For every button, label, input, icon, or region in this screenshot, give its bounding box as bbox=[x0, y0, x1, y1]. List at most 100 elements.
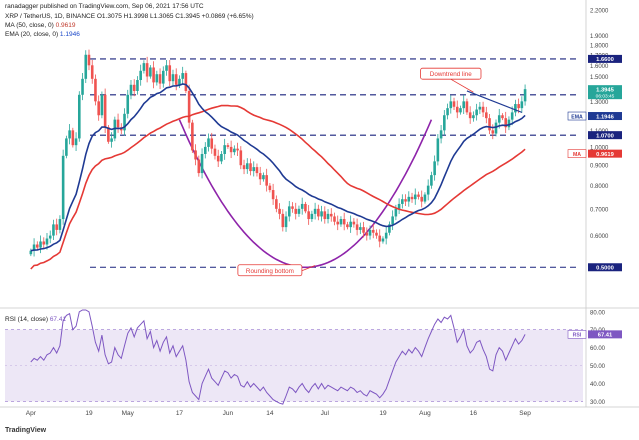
candle-body[interactable] bbox=[504, 118, 508, 128]
candle-body[interactable] bbox=[194, 150, 197, 160]
ema20-line[interactable] bbox=[30, 83, 526, 252]
candle-body[interactable] bbox=[294, 208, 298, 214]
candle-body[interactable] bbox=[420, 196, 424, 202]
candle-body[interactable] bbox=[368, 229, 372, 236]
downtrend-line[interactable] bbox=[466, 90, 523, 113]
candle-body[interactable] bbox=[184, 73, 188, 91]
candle-body[interactable] bbox=[514, 104, 517, 113]
candle-body[interactable] bbox=[116, 119, 120, 128]
candle-body[interactable] bbox=[242, 165, 246, 170]
candle-body[interactable] bbox=[297, 208, 301, 214]
candle-body[interactable] bbox=[220, 153, 223, 162]
candle-body[interactable] bbox=[439, 130, 443, 139]
candle-body[interactable] bbox=[275, 199, 278, 209]
candle-body[interactable] bbox=[407, 196, 411, 202]
candle-body[interactable] bbox=[245, 163, 249, 170]
candle-body[interactable] bbox=[423, 194, 427, 202]
candle-body[interactable] bbox=[443, 115, 446, 131]
candle-body[interactable] bbox=[158, 74, 162, 84]
candle-body[interactable] bbox=[410, 196, 414, 200]
candle-body[interactable] bbox=[404, 199, 407, 202]
candle-body[interactable] bbox=[87, 54, 91, 66]
candle-body[interactable] bbox=[359, 227, 362, 230]
candle-body[interactable] bbox=[136, 80, 139, 91]
candle-body[interactable] bbox=[223, 145, 226, 154]
candle-body[interactable] bbox=[284, 216, 288, 228]
candle-body[interactable] bbox=[123, 113, 126, 131]
candle-body[interactable] bbox=[145, 63, 149, 77]
candle-body[interactable] bbox=[378, 235, 382, 242]
candle-body[interactable] bbox=[391, 216, 394, 225]
candle-body[interactable] bbox=[352, 221, 356, 225]
candle-body[interactable] bbox=[191, 122, 194, 151]
candle-body[interactable] bbox=[55, 224, 58, 230]
candle-body[interactable] bbox=[452, 101, 456, 107]
candle-body[interactable] bbox=[265, 175, 268, 186]
candle-body[interactable] bbox=[523, 89, 527, 102]
candle-body[interactable] bbox=[58, 219, 62, 230]
candle-body[interactable] bbox=[255, 167, 259, 174]
candle-body[interactable] bbox=[213, 148, 217, 156]
candle-body[interactable] bbox=[152, 67, 155, 83]
candle-body[interactable] bbox=[310, 213, 314, 220]
candle-body[interactable] bbox=[90, 65, 94, 79]
candle-body[interactable] bbox=[181, 73, 184, 79]
candle-body[interactable] bbox=[300, 203, 304, 209]
candle-body[interactable] bbox=[326, 213, 330, 220]
candle-body[interactable] bbox=[317, 208, 320, 217]
rsi-legend[interactable]: RSI (14, close) 67.41 bbox=[5, 316, 66, 323]
rounding-bottom-curve[interactable] bbox=[178, 119, 433, 269]
candle-body[interactable] bbox=[229, 146, 233, 153]
candle-body[interactable] bbox=[174, 74, 178, 85]
candle-body[interactable] bbox=[36, 244, 39, 248]
candle-body[interactable] bbox=[210, 138, 214, 149]
candle-body[interactable] bbox=[426, 185, 430, 195]
candle-body[interactable] bbox=[381, 238, 385, 242]
candle-body[interactable] bbox=[45, 238, 49, 245]
candle-body[interactable] bbox=[349, 221, 352, 228]
candle-body[interactable] bbox=[475, 109, 478, 116]
candle-body[interactable] bbox=[520, 101, 524, 109]
candle-body[interactable] bbox=[155, 74, 159, 83]
candle-body[interactable] bbox=[472, 115, 475, 119]
candle-body[interactable] bbox=[200, 153, 204, 174]
candle-body[interactable] bbox=[413, 194, 417, 200]
candle-body[interactable] bbox=[226, 145, 230, 147]
ema-legend[interactable]: EMA (20, close, 0) 1.1946 bbox=[5, 31, 80, 38]
candle-body[interactable] bbox=[417, 194, 420, 197]
candle-body[interactable] bbox=[278, 208, 281, 214]
candle-body[interactable] bbox=[510, 112, 514, 120]
candle-body[interactable] bbox=[371, 229, 375, 233]
candle-body[interactable] bbox=[126, 94, 130, 114]
candle-body[interactable] bbox=[287, 206, 291, 217]
candle-body[interactable] bbox=[346, 224, 349, 228]
candle-body[interactable] bbox=[171, 74, 175, 82]
candle-body[interactable] bbox=[397, 203, 401, 209]
candle-body[interactable] bbox=[375, 232, 378, 236]
candle-body[interactable] bbox=[394, 208, 398, 217]
candle-body[interactable] bbox=[468, 112, 472, 119]
candle-body[interactable] bbox=[216, 155, 220, 162]
candle-body[interactable] bbox=[342, 219, 346, 225]
candle-body[interactable] bbox=[52, 224, 55, 236]
candle-body[interactable] bbox=[165, 65, 168, 71]
candle-body[interactable] bbox=[142, 63, 146, 71]
candle-body[interactable] bbox=[455, 106, 459, 113]
candle-body[interactable] bbox=[187, 90, 191, 123]
candle-body[interactable] bbox=[77, 94, 81, 139]
rsi-line[interactable] bbox=[30, 309, 526, 405]
candle-body[interactable] bbox=[252, 167, 256, 172]
candle-body[interactable] bbox=[501, 115, 504, 119]
candle-body[interactable] bbox=[110, 138, 113, 142]
candle-body[interactable] bbox=[446, 108, 449, 116]
candle-body[interactable] bbox=[491, 130, 495, 134]
candle-body[interactable] bbox=[384, 232, 388, 239]
candle-body[interactable] bbox=[388, 224, 391, 233]
candle-body[interactable] bbox=[307, 211, 310, 220]
candle-body[interactable] bbox=[365, 232, 369, 236]
candle-body[interactable] bbox=[61, 155, 65, 220]
candle-body[interactable] bbox=[249, 163, 252, 172]
candle-body[interactable] bbox=[39, 241, 42, 248]
candle-body[interactable] bbox=[42, 241, 46, 245]
